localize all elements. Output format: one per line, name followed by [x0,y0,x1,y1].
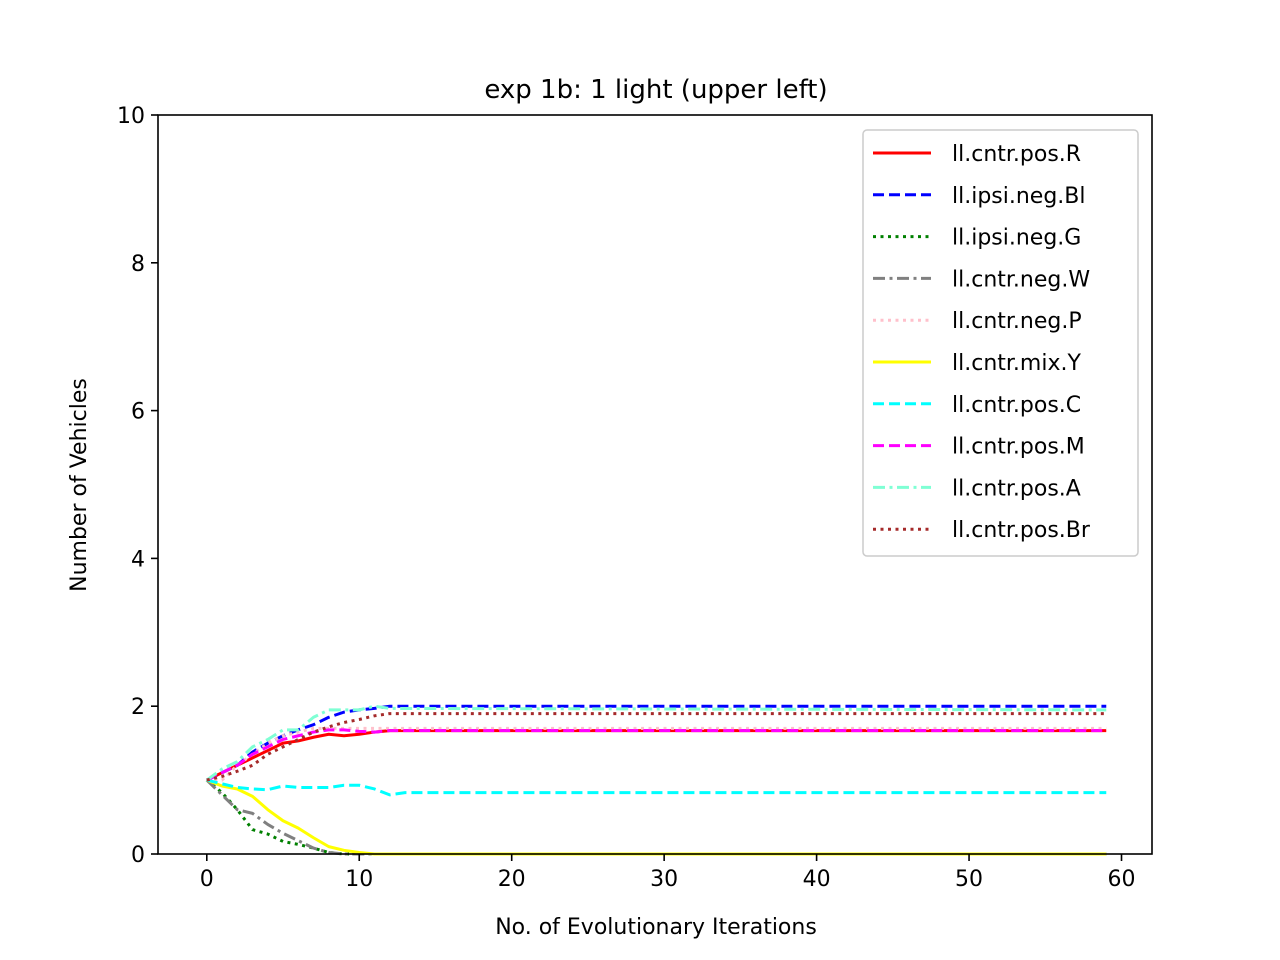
y-tick-label: 0 [131,843,145,868]
series-line-3 [205,779,1107,856]
legend-label-4: ll.cntr.neg.P [952,309,1082,334]
legend: ll.cntr.pos.R ll.ipsi.neg.Bl ll.ipsi.neg.G… [862,129,1139,557]
x-axis-label: No. of Evolutionary Iterations [495,915,817,940]
x-tick-label: 10 [345,867,373,892]
legend-label-3: ll.cntr.neg.W [952,267,1090,292]
series-line-8 [205,704,1107,782]
y-tick-label: 2 [131,695,145,720]
y-tick-label: 8 [131,252,145,277]
y-tick-label: 6 [131,400,145,425]
x-tick-label: 30 [650,867,678,892]
series-line-6 [206,778,1107,797]
y-tick-label: 10 [117,104,145,129]
x-tick-label: 20 [498,867,526,892]
chart-title: exp 1b: 1 light (upper left) [484,75,827,105]
legend-label-8: ll.cntr.pos.A [952,476,1081,501]
legend-label-5: ll.cntr.mix.Y [952,351,1081,376]
x-tick-label: 40 [803,867,831,892]
plot-area: 0 10 20 30 40 50 60 0 2 4 6 8 10 [117,104,1153,892]
legend-label-9: ll.cntr.pos.Br [952,518,1091,543]
legend-label-7: ll.cntr.pos.M [952,435,1085,460]
y-tick-label: 4 [131,547,145,572]
series-line-7 [206,728,1107,782]
plot-frame [157,114,1153,855]
x-tick-label: 0 [200,867,214,892]
legend-box [862,129,1139,557]
legend-label-1: ll.ipsi.neg.Bl [952,184,1086,209]
legend-label-2: ll.ipsi.neg.G [952,226,1081,251]
x-tick-label: 50 [955,867,983,892]
legend-label-6: ll.cntr.pos.C [952,393,1081,418]
x-tick-label: 60 [1108,867,1136,892]
series-line-5 [206,778,1107,856]
series-line-4 [206,726,1107,782]
y-axis-label: Number of Vehicles [67,378,92,592]
legend-label-0: ll.cntr.pos.R [952,142,1081,167]
